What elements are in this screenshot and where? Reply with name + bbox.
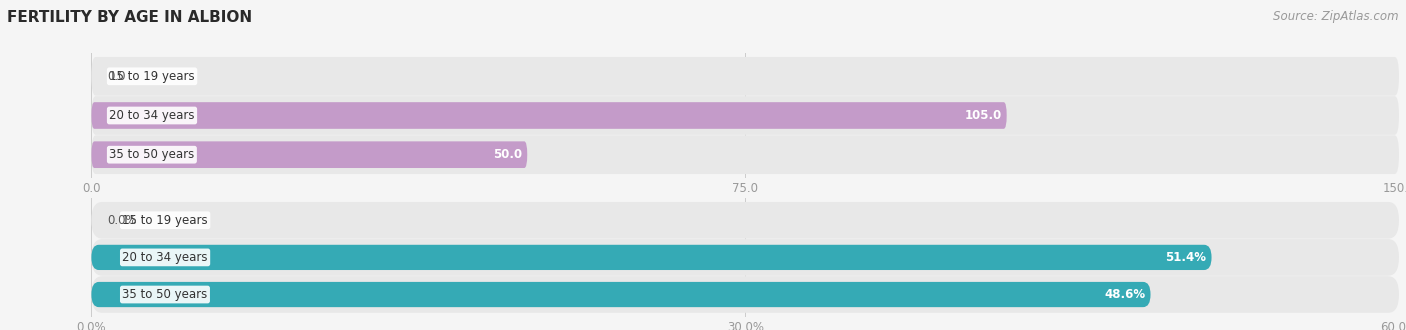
FancyBboxPatch shape [91, 202, 1399, 239]
Text: 50.0: 50.0 [494, 148, 522, 161]
Text: Source: ZipAtlas.com: Source: ZipAtlas.com [1274, 10, 1399, 23]
FancyBboxPatch shape [91, 282, 1150, 307]
Text: 51.4%: 51.4% [1166, 251, 1206, 264]
Text: 15 to 19 years: 15 to 19 years [110, 70, 195, 83]
FancyBboxPatch shape [91, 57, 1399, 96]
Text: FERTILITY BY AGE IN ALBION: FERTILITY BY AGE IN ALBION [7, 10, 252, 25]
Text: 15 to 19 years: 15 to 19 years [122, 214, 208, 227]
Text: 0.0: 0.0 [107, 70, 125, 83]
FancyBboxPatch shape [91, 276, 1399, 313]
FancyBboxPatch shape [91, 239, 1399, 276]
Text: 20 to 34 years: 20 to 34 years [110, 109, 195, 122]
FancyBboxPatch shape [91, 245, 1212, 270]
Text: 48.6%: 48.6% [1104, 288, 1146, 301]
Text: 105.0: 105.0 [965, 109, 1001, 122]
Text: 20 to 34 years: 20 to 34 years [122, 251, 208, 264]
Text: 35 to 50 years: 35 to 50 years [110, 148, 194, 161]
Text: 35 to 50 years: 35 to 50 years [122, 288, 208, 301]
FancyBboxPatch shape [91, 141, 527, 168]
FancyBboxPatch shape [91, 135, 1399, 174]
FancyBboxPatch shape [91, 102, 1007, 129]
Text: 0.0%: 0.0% [107, 214, 136, 227]
FancyBboxPatch shape [91, 96, 1399, 135]
